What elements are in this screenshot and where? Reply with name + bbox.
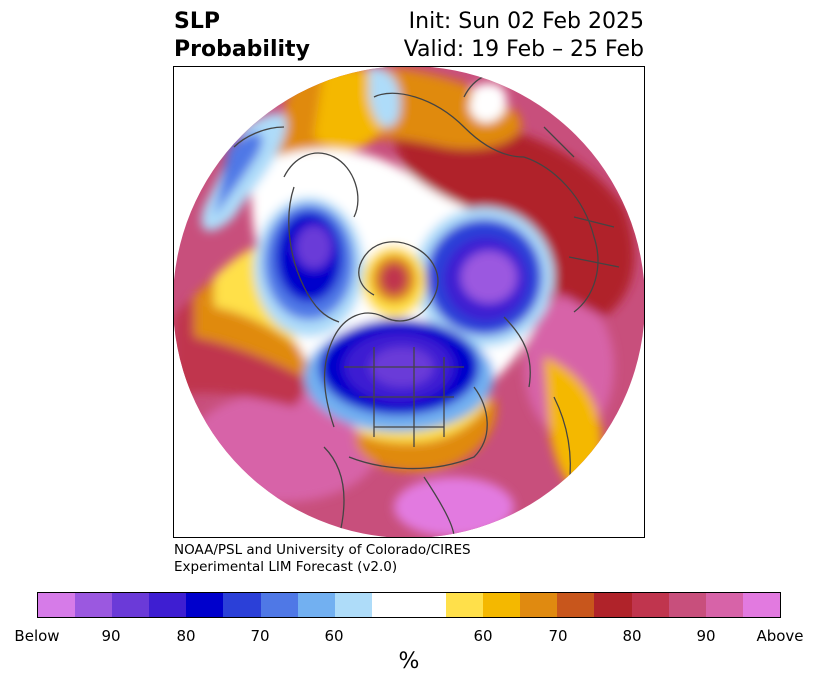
colorbar-swatch [520,593,558,617]
credit-line-1: NOAA/PSL and University of Colorado/CIRE… [174,542,471,558]
valid-date-range: Valid: 19 Feb – 25 Feb [403,37,644,62]
colorbar-units: % [398,649,420,674]
colorbar-swatch [631,593,669,617]
colorbar-swatch [75,593,113,617]
colorbar-swatch [38,593,76,617]
colorbar-swatch [705,593,743,617]
colorbar-swatch [334,593,372,617]
colorbar-label-above-90: 90 [696,627,716,645]
probability-map [173,66,645,538]
colorbar-swatch [668,593,706,617]
colorbar-swatch [186,593,224,617]
colorbar-label-below-60: 60 [324,627,344,645]
chart-title-block: SLP Probability [174,8,414,64]
colorbar-swatch [483,593,521,617]
colorbar-swatch [260,593,298,617]
colorbar-swatch [557,593,595,617]
credit-text: NOAA/PSL and University of Colorado/CIRE… [174,542,471,576]
map-canvas [174,67,644,537]
colorbar-swatch [594,593,632,617]
colorbar-label-above-70: 70 [548,627,568,645]
credit-line-2: Experimental LIM Forecast (v2.0) [174,559,398,575]
colorbar-label-above-60: 60 [473,627,493,645]
colorbar [37,592,781,618]
colorbar-swatch [371,593,409,617]
colorbar-label-above: Above [756,627,804,645]
variable-title: SLP [174,9,220,34]
quantity-title: Probability [174,37,310,62]
colorbar-label-below-70: 70 [250,627,270,645]
colorbar-swatch [149,593,187,617]
colorbar-label-below-90: 90 [101,627,121,645]
colorbar-swatch [223,593,261,617]
colorbar-label-below-80: 80 [176,627,196,645]
colorbar-swatch [408,593,447,617]
colorbar-swatch [446,593,484,617]
colorbar-swatch [112,593,150,617]
colorbar-label-below: Below [14,627,60,645]
probability-field [174,67,644,537]
date-block: Init: Sun 02 Feb 2025 Valid: 19 Feb – 25… [360,8,644,64]
init-date: Init: Sun 02 Feb 2025 [408,9,644,34]
colorbar-swatch [742,593,780,617]
colorbar-label-above-80: 80 [622,627,642,645]
colorbar-swatch [297,593,335,617]
